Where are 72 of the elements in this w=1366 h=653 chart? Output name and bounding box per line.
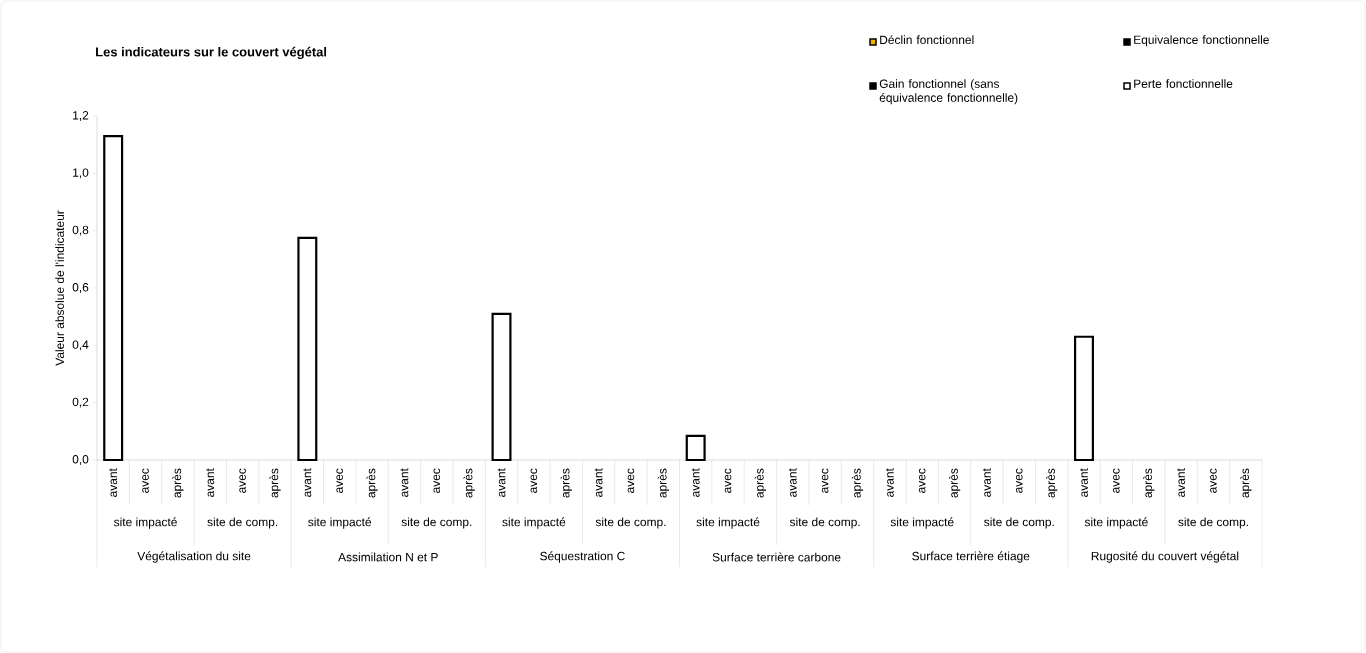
x-tick-label: après [560,468,572,498]
x-tick-label: avant [400,468,409,497]
x-tick-label: avant [303,468,312,497]
x-tick-label: avant [109,468,118,497]
x-tick-label: avec [530,468,538,493]
x-tick-label: avec [918,468,926,493]
text: Assimilation N et P [338,552,438,562]
text: site de comp. [207,517,278,529]
text: site impacté [696,517,760,529]
x-tick-label: après [754,468,767,498]
bar [491,312,512,462]
text: site impacté [1084,517,1148,529]
x-tick-label: après [657,468,669,498]
x-tick-label: avant [788,468,797,497]
y-tick-label: 0,0 [72,455,89,465]
text: site impacté [890,517,954,529]
x-tick-label: avant [206,468,215,497]
text: Rugosité du couvert végétal [1091,551,1239,563]
x-tick-label: après [1240,468,1252,498]
text: site de comp. [984,517,1054,529]
text: Surface terrière étiage [912,551,1030,563]
x-tick-label: avant [1080,468,1088,497]
text: Végétalisation du site [137,551,251,563]
x-tick-label: avant [497,468,506,497]
x-tick-label: avec [821,468,829,493]
text: site de comp. [1178,517,1248,529]
bar [685,434,706,462]
x-tick-label: avec [239,468,246,493]
bar [1073,335,1094,462]
text: site impacté [113,517,177,529]
text: site de comp. [401,517,472,529]
chart-title: Les indicateurs sur le couvert végétal [96,46,327,60]
text: Séquestration C [540,551,625,563]
x-tick-label: avec [627,468,635,493]
x-tick-label: après [366,468,378,498]
x-tick-label: après [851,468,864,498]
x-tick-label: avec [336,468,343,493]
x-tick-label: avant [594,468,603,497]
y-axis-title: Valeur absolue de l'indicateur [55,210,65,366]
x-tick-label: avec [142,468,149,493]
x-tick-label: après [948,468,961,498]
text: site impacté [308,517,372,529]
text: site impacté [502,517,566,529]
x-tick-label: avec [433,468,441,493]
y-tick-label: 1,0 [73,168,89,179]
y-tick-label: 0,8 [72,225,89,236]
legend-label: Equivalence fonctionnelle [1134,35,1269,47]
x-tick-label: après [1143,468,1155,498]
x-tick-label: après [172,468,184,498]
legend-label: Gain fonctionnel (sans équivalence fonctionnelle) [879,79,1018,105]
y-tick-label: 0,4 [72,340,89,351]
x-tick-label: après [463,468,475,498]
x-tick-label: avec [1015,468,1023,493]
text: site de comp. [789,517,860,529]
bar [297,236,318,462]
x-tick-label: avant [691,468,700,497]
text: site de comp. [595,517,666,529]
y-tick-label: 0,2 [72,397,89,408]
x-tick-label: avec [724,468,732,493]
y-tick-label: 1,2 [73,111,89,121]
x-tick-label: avant [982,468,991,497]
x-tick-label: avec [1210,468,1217,493]
x-tick-label: après [269,468,281,498]
x-tick-label: après [1046,468,1058,498]
legend-label: Déclin fonctionnel [880,35,974,45]
legend-label: Perte fonctionnelle [1134,79,1233,88]
x-tick-label: avec [1113,468,1120,493]
x-tick-label: avant [885,468,894,497]
x-tick-label: avant [1177,468,1185,497]
y-tick-label: 0,6 [72,283,89,293]
text: Surface terrière carbone [712,552,841,562]
bar [103,134,124,462]
